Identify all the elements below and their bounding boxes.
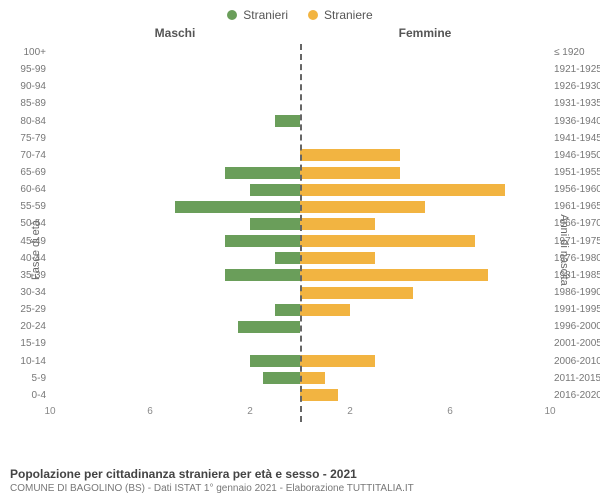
bar-female xyxy=(300,201,425,213)
age-label: 15-19 xyxy=(2,338,46,349)
bar-male xyxy=(250,218,300,230)
bar-female xyxy=(300,269,488,281)
chart-title: Popolazione per cittadinanza straniera p… xyxy=(10,467,590,481)
x-tick: 10 xyxy=(44,406,55,417)
age-label: 75-79 xyxy=(2,133,46,144)
birth-label: 1961-1965 xyxy=(554,201,600,212)
legend: Stranieri Straniere xyxy=(0,0,600,26)
birth-label: 2006-2010 xyxy=(554,356,600,367)
age-label: 95-99 xyxy=(2,64,46,75)
birth-label: ≤ 1920 xyxy=(554,47,600,58)
birth-label: 1931-1935 xyxy=(554,98,600,109)
center-line xyxy=(300,44,302,422)
legend-dot-male xyxy=(227,10,237,20)
bar-female xyxy=(300,218,375,230)
birth-label: 1951-1955 xyxy=(554,167,600,178)
birth-label: 1956-1960 xyxy=(554,184,600,195)
legend-male: Stranieri xyxy=(227,8,288,22)
bar-male xyxy=(175,201,300,213)
birth-label: 1936-1940 xyxy=(554,116,600,127)
bar-male xyxy=(275,115,300,127)
birth-label: 1966-1970 xyxy=(554,218,600,229)
legend-label-female: Straniere xyxy=(324,8,373,22)
age-label: 45-49 xyxy=(2,236,46,247)
bar-female xyxy=(300,149,400,161)
birth-label: 1926-1930 xyxy=(554,81,600,92)
x-axis-left: 1062 xyxy=(50,404,300,422)
bar-male xyxy=(275,252,300,264)
bar-male xyxy=(250,355,300,367)
bar-female xyxy=(300,355,375,367)
age-label: 55-59 xyxy=(2,201,46,212)
birth-label: 1941-1945 xyxy=(554,133,600,144)
x-tick: 6 xyxy=(147,406,153,417)
birth-label: 1996-2000 xyxy=(554,321,600,332)
x-tick: 10 xyxy=(544,406,555,417)
age-label: 80-84 xyxy=(2,116,46,127)
age-label: 90-94 xyxy=(2,81,46,92)
chart-area: 100+≤ 192095-991921-192590-941926-193085… xyxy=(50,44,550,422)
age-label: 60-64 xyxy=(2,184,46,195)
x-tick: 2 xyxy=(247,406,253,417)
bar-female xyxy=(300,184,505,196)
age-label: 40-44 xyxy=(2,253,46,264)
birth-label: 1976-1980 xyxy=(554,253,600,264)
birth-label: 1991-1995 xyxy=(554,304,600,315)
bar-female xyxy=(300,304,350,316)
birth-label: 1986-1990 xyxy=(554,287,600,298)
age-label: 35-39 xyxy=(2,270,46,281)
x-axis-right: 2610 xyxy=(300,404,550,422)
bar-female xyxy=(300,167,400,179)
legend-female: Straniere xyxy=(308,8,373,22)
birth-label: 1921-1925 xyxy=(554,64,600,75)
bar-male xyxy=(275,304,300,316)
x-tick: 6 xyxy=(447,406,453,417)
birth-label: 1981-1985 xyxy=(554,270,600,281)
chart-subtitle: COMUNE DI BAGOLINO (BS) - Dati ISTAT 1° … xyxy=(10,483,590,494)
bar-female xyxy=(300,235,475,247)
bar-male xyxy=(263,372,301,384)
bar-female xyxy=(300,389,338,401)
age-label: 70-74 xyxy=(2,150,46,161)
header-female: Femmine xyxy=(300,26,550,40)
bar-male xyxy=(225,167,300,179)
age-label: 85-89 xyxy=(2,98,46,109)
birth-label: 2016-2020 xyxy=(554,390,600,401)
legend-dot-female xyxy=(308,10,318,20)
age-label: 5-9 xyxy=(2,373,46,384)
birth-label: 1971-1975 xyxy=(554,236,600,247)
age-label: 100+ xyxy=(2,47,46,58)
bar-male xyxy=(225,235,300,247)
birth-label: 2001-2005 xyxy=(554,338,600,349)
bar-male xyxy=(225,269,300,281)
age-label: 10-14 xyxy=(2,356,46,367)
age-label: 65-69 xyxy=(2,167,46,178)
bar-male xyxy=(238,321,301,333)
birth-label: 2011-2015 xyxy=(554,373,600,384)
column-headers: Maschi Femmine xyxy=(0,26,600,40)
bar-female xyxy=(300,252,375,264)
header-male: Maschi xyxy=(50,26,300,40)
legend-label-male: Stranieri xyxy=(243,8,288,22)
birth-label: 1946-1950 xyxy=(554,150,600,161)
bar-female xyxy=(300,287,413,299)
age-label: 20-24 xyxy=(2,321,46,332)
bar-male xyxy=(250,184,300,196)
footer: Popolazione per cittadinanza straniera p… xyxy=(10,467,590,494)
age-label: 30-34 xyxy=(2,287,46,298)
age-label: 25-29 xyxy=(2,304,46,315)
age-label: 50-54 xyxy=(2,218,46,229)
x-tick: 2 xyxy=(347,406,353,417)
age-label: 0-4 xyxy=(2,390,46,401)
bar-female xyxy=(300,372,325,384)
